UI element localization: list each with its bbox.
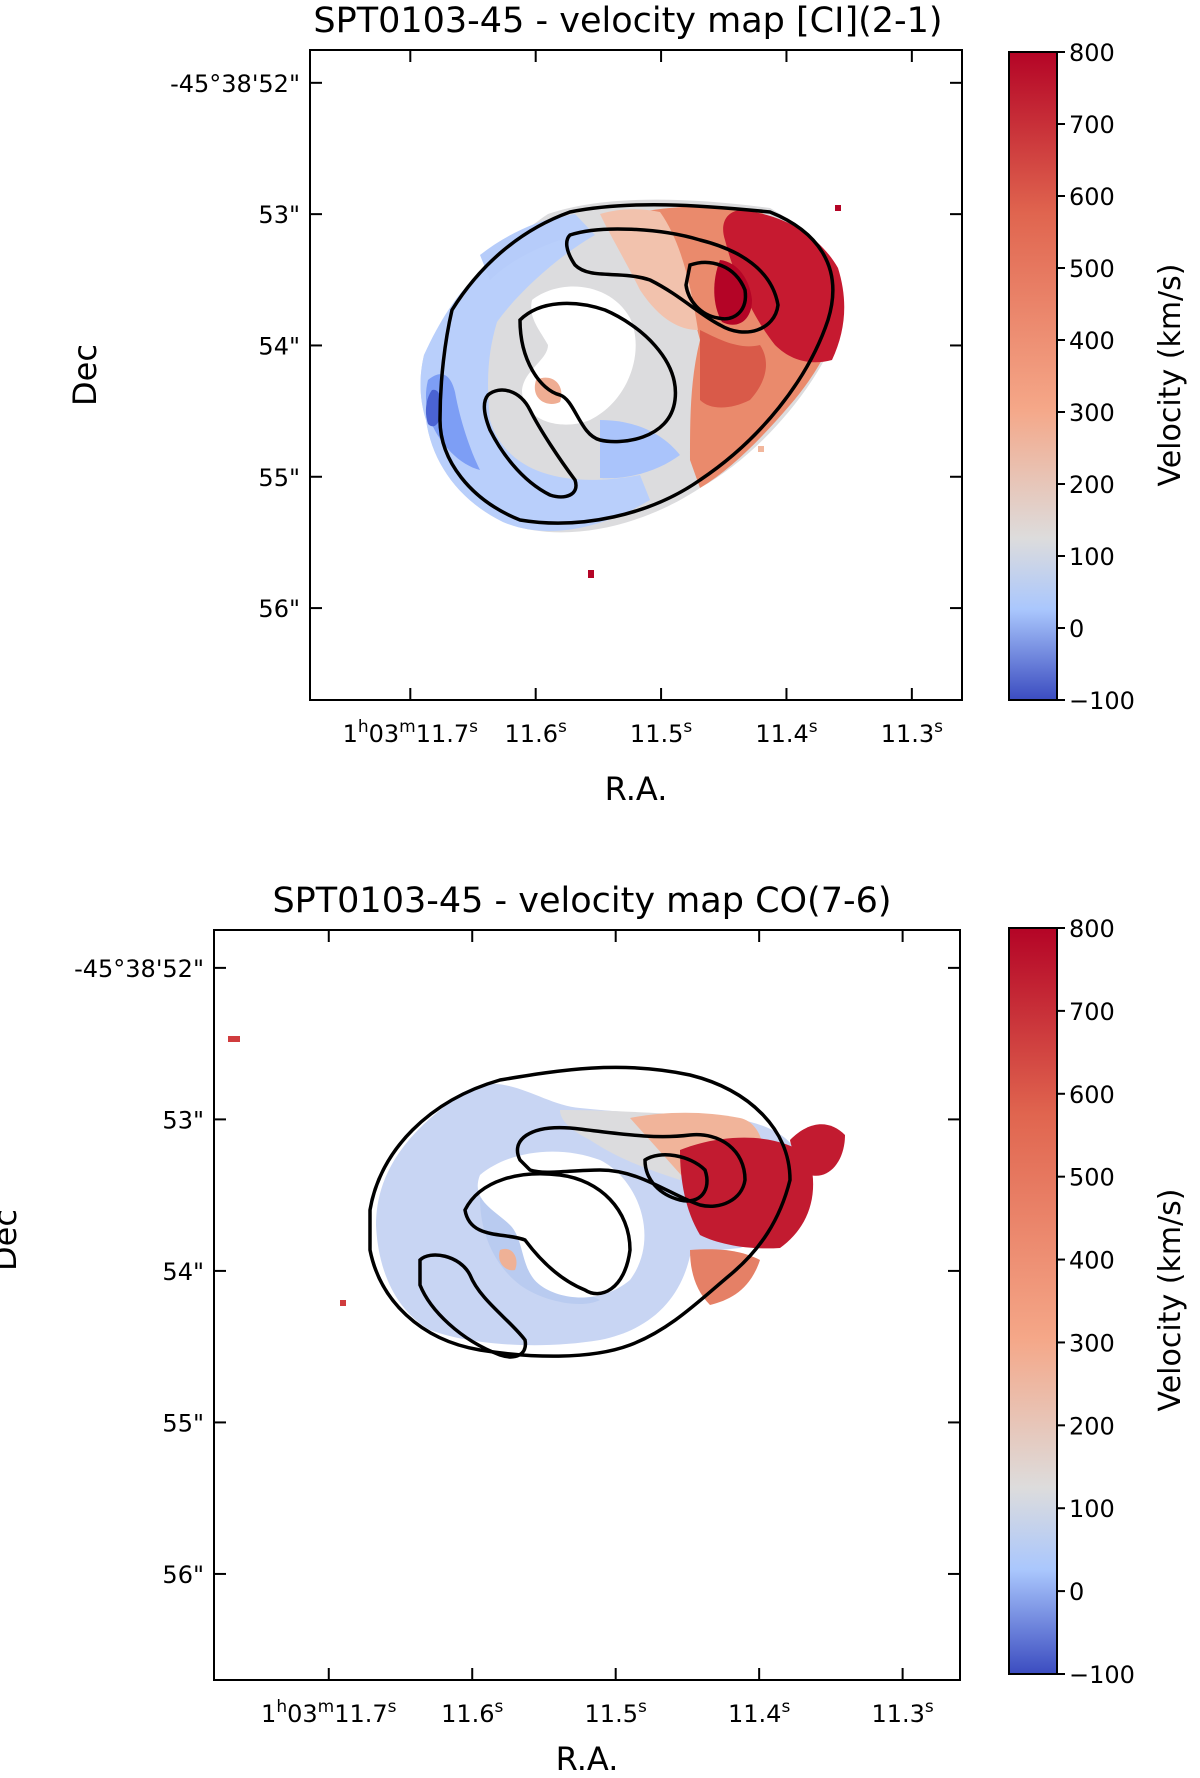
colorbar-tick-label: 500: [1069, 255, 1115, 283]
colorbar-tick-label: 600: [1069, 183, 1115, 211]
colorbar-tick-label: 800: [1069, 915, 1115, 943]
x-tick-label: 11.6s: [505, 717, 567, 748]
colorbar-tick-label: 200: [1069, 471, 1115, 499]
y-tick-label: 54": [258, 332, 300, 360]
colorbar-tick-label: 300: [1069, 399, 1115, 427]
y-tick-label: 56": [258, 595, 300, 623]
x-tick-label: 11.4s: [728, 1697, 790, 1728]
title-panel-1: SPT0103-45 - velocity map [CI](2-1): [313, 1, 942, 41]
y-tick-label: 55": [258, 464, 300, 492]
y-tick-label: -45°38'52": [170, 70, 300, 98]
velocity-map-co76: [228, 1036, 845, 1359]
colorbar-tick-label: 0: [1069, 615, 1084, 643]
x-tick-label: 11.5s: [630, 717, 692, 748]
y-tick-label: 54": [162, 1258, 204, 1286]
ylabel-2: Dec: [0, 1209, 24, 1271]
colorbar-tick-label: 200: [1069, 1412, 1115, 1440]
colorbar-tick-label: 100: [1069, 543, 1115, 571]
xlabel-1: R.A.: [605, 770, 668, 808]
colorbar-ticks-2: 800 700 600 500 400 300 200 100 0 −100: [1057, 915, 1135, 1689]
x-tick-label: 11.4s: [755, 717, 817, 748]
y-tick-label: -45°38'52": [74, 955, 204, 983]
colorbar-tick-label: 100: [1069, 1495, 1115, 1523]
x-tick-label: 11.5s: [585, 1697, 647, 1728]
colorbar-tick-label: −100: [1069, 1661, 1135, 1689]
x-ticks-2: 1h03m11.7s 11.6s 11.5s 11.4s 11.3s: [261, 930, 934, 1728]
x-tick-label: 11.6s: [441, 1697, 503, 1728]
panel-ci21: SPT0103-45 - velocity map [CI](2-1): [66, 1, 1188, 808]
colorbar-tick-label: 0: [1069, 1578, 1084, 1606]
colorbar-tick-label: 700: [1069, 111, 1115, 139]
plot-frame-2: [213, 929, 961, 1681]
colorbar-ticks-1: 800 700 600 500 400 300 200 100 0 −100: [1057, 39, 1135, 715]
ylabel-1: Dec: [66, 344, 104, 406]
contours-ci21: [438, 203, 835, 525]
y-ticks-2: -45°38'52" 53" 54" 55" 56": [74, 955, 960, 1589]
x-tick-label: 1h03m11.7s: [261, 1697, 397, 1728]
y-tick-label: 56": [162, 1561, 204, 1589]
panel-co76: SPT0103-45 - velocity map CO(7-6): [0, 881, 1188, 1778]
colorbar-tick-label: 300: [1069, 1329, 1115, 1357]
colorbar-tick-label: 800: [1069, 39, 1115, 67]
x-tick-label: 1h03m11.7s: [343, 717, 479, 748]
colorbar-tick-label: 400: [1069, 327, 1115, 355]
colorbar-tick-label: −100: [1069, 687, 1135, 715]
colorbar-label-2: Velocity (km/s): [1153, 1189, 1188, 1412]
colorbar-tick-label: 500: [1069, 1164, 1115, 1192]
plot-frame-1: [309, 49, 963, 701]
x-tick-label: 11.3s: [881, 717, 943, 748]
colorbar-tick-label: 600: [1069, 1081, 1115, 1109]
colorbar-1: [1008, 51, 1058, 701]
x-ticks-1: 1h03m11.7s 11.6s 11.5s 11.4s 11.3s: [343, 50, 943, 748]
velocity-map-ci21: [420, 199, 845, 578]
colorbar-label-1: Velocity (km/s): [1153, 264, 1188, 487]
colorbar-2: [1008, 927, 1058, 1675]
colorbar-tick-label: 400: [1069, 1247, 1115, 1275]
y-ticks-1: -45°38'52" 53" 54" 55" 56": [170, 70, 962, 623]
title-panel-2: SPT0103-45 - velocity map CO(7-6): [272, 881, 891, 921]
y-tick-label: 55": [162, 1409, 204, 1437]
colorbar-tick-label: 700: [1069, 998, 1115, 1026]
x-tick-label: 11.3s: [871, 1697, 933, 1728]
contours-co76: [368, 1065, 792, 1359]
y-tick-label: 53": [162, 1106, 204, 1134]
xlabel-2: R.A.: [556, 1740, 619, 1778]
y-tick-label: 53": [258, 201, 300, 229]
